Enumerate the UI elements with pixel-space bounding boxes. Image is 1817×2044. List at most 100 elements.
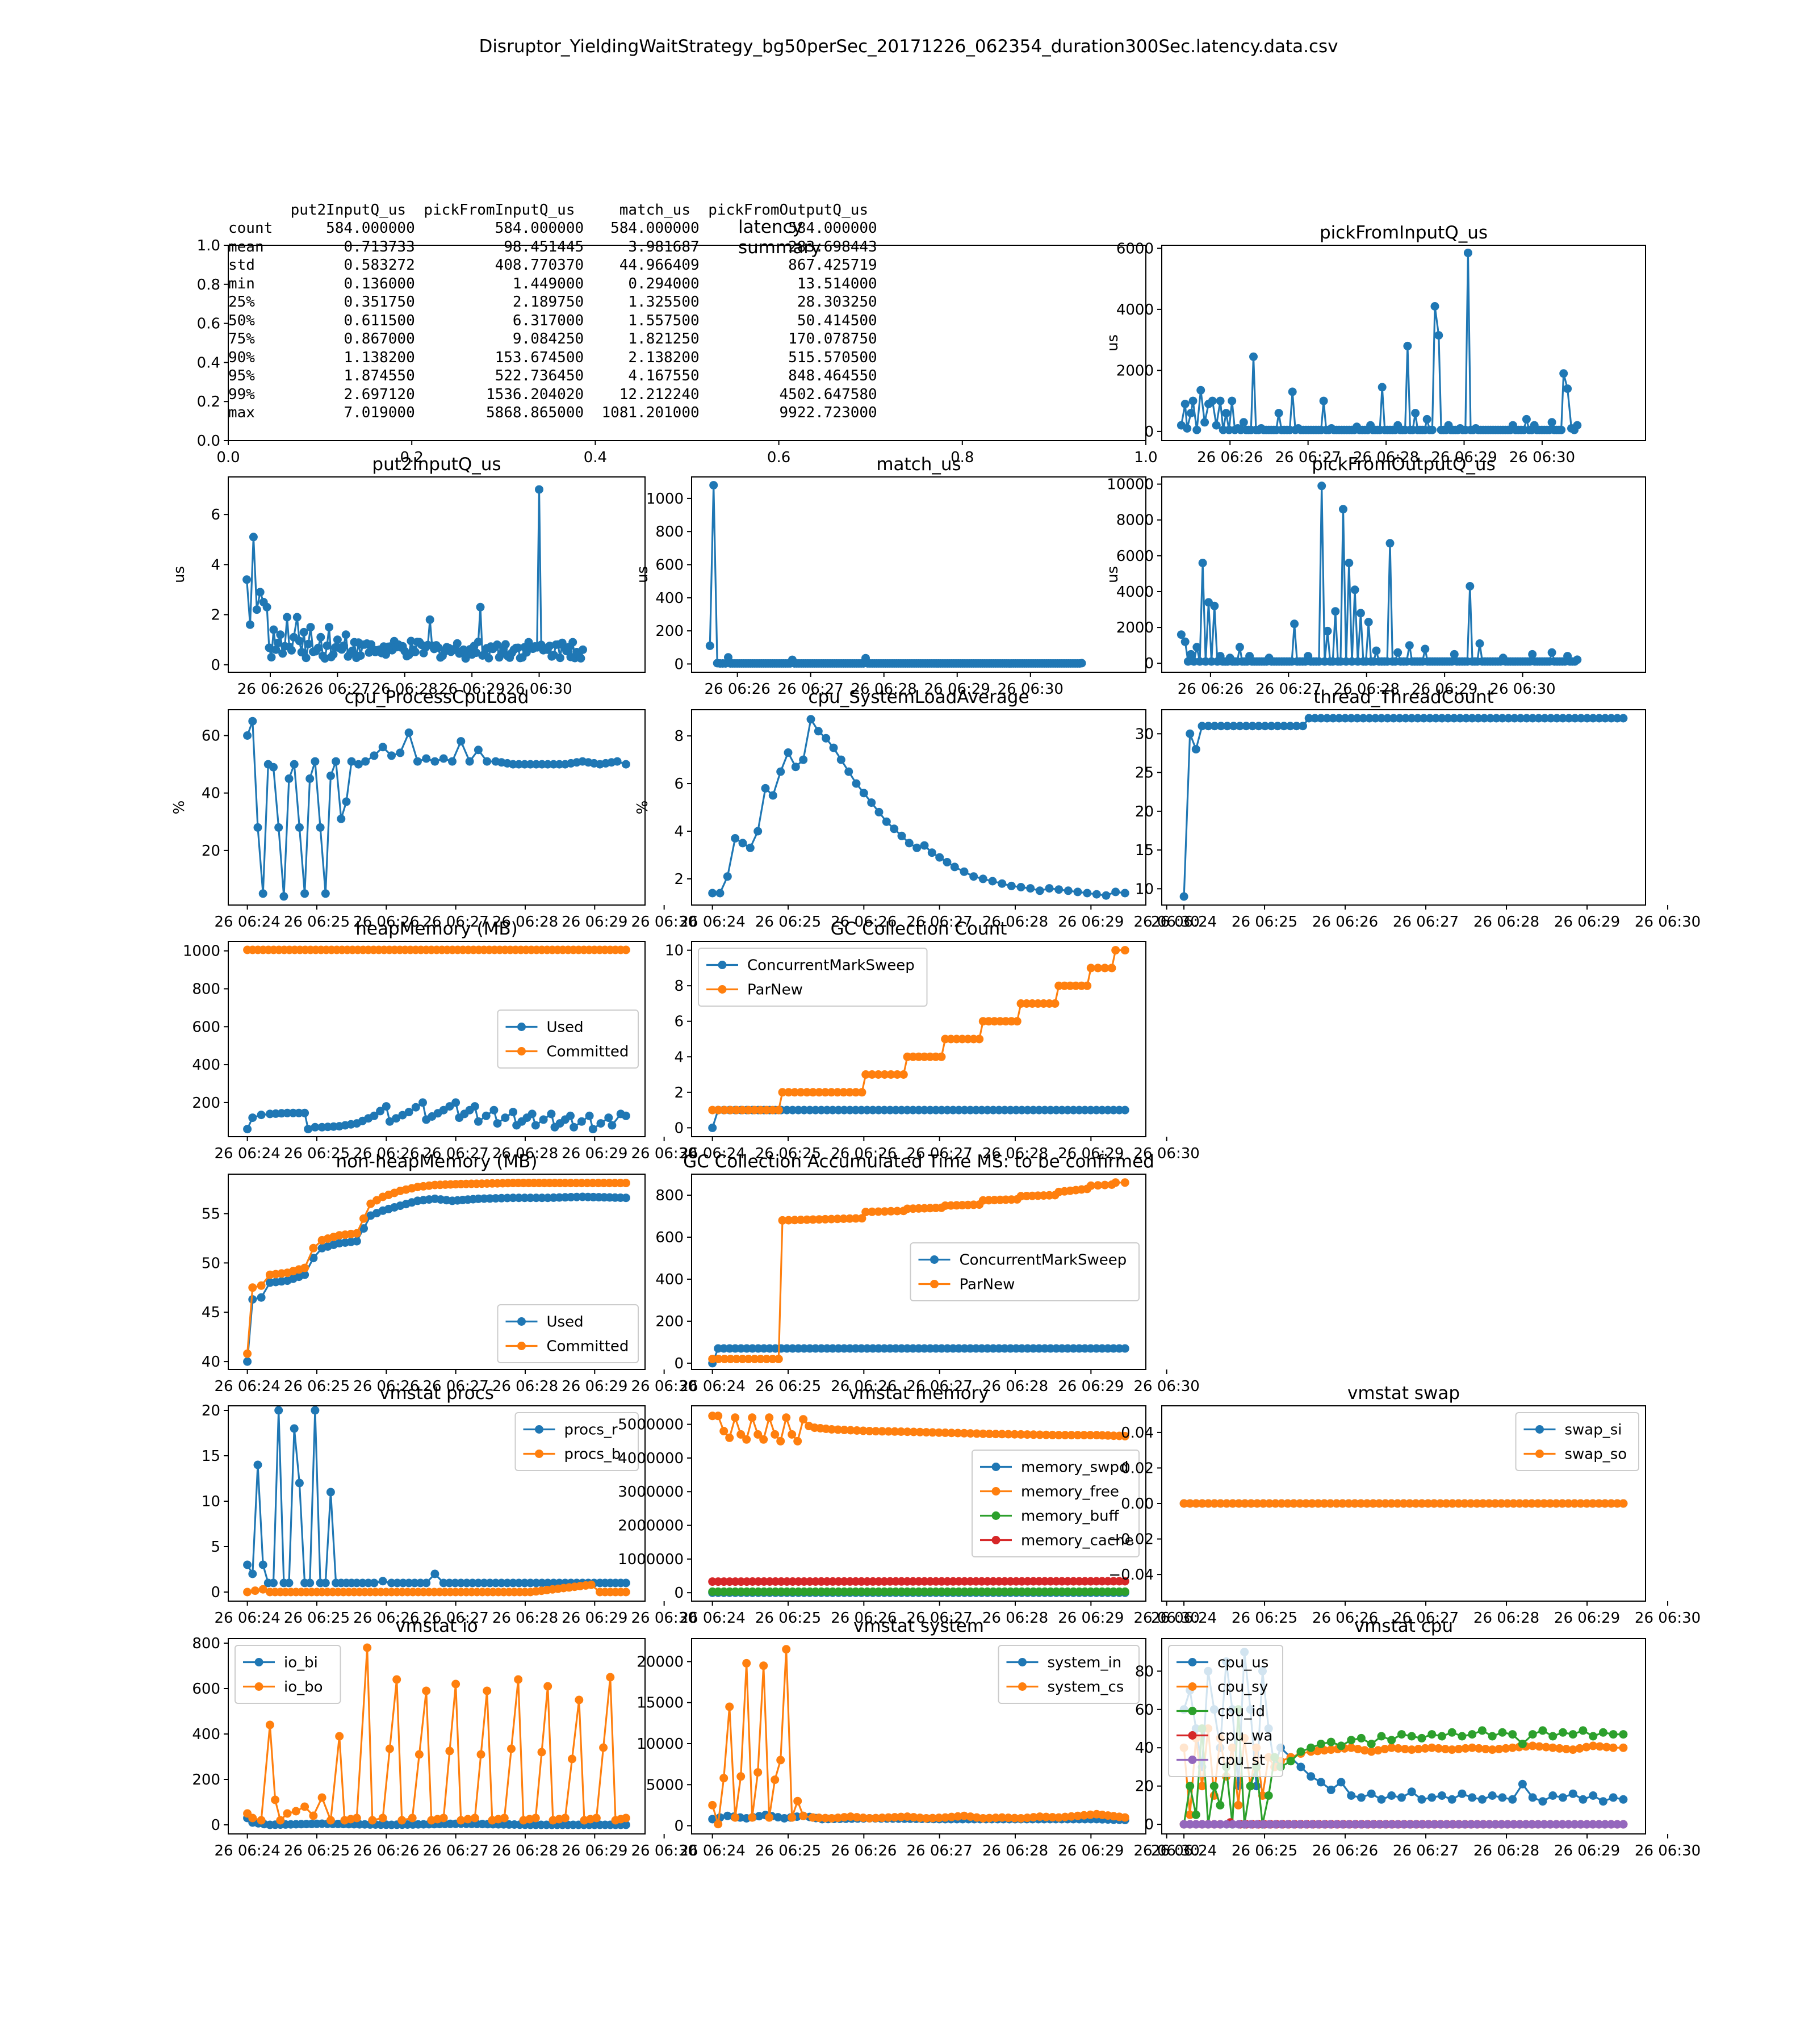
x-tick-label: 26 06:25 xyxy=(1232,914,1297,931)
data-point xyxy=(1613,714,1622,723)
chart-title: thread_ThreadCount xyxy=(1313,687,1494,707)
data-point xyxy=(1434,331,1443,340)
data-point xyxy=(300,1108,309,1117)
data-point xyxy=(577,1117,586,1126)
data-point xyxy=(851,1214,860,1223)
data-point xyxy=(295,1478,304,1488)
data-point xyxy=(527,1109,537,1119)
data-point xyxy=(815,1215,824,1224)
axes-frame xyxy=(228,709,646,906)
data-point xyxy=(761,784,770,793)
data-point xyxy=(1073,887,1082,897)
data-point xyxy=(587,1580,596,1589)
y-tick-label: 0 xyxy=(1144,655,1154,672)
x-tick-label: 26 06:26 xyxy=(1197,449,1263,466)
data-point xyxy=(1187,650,1195,659)
latency-summary-row: min 0.136000 1.449000 0.294000 13.514000 xyxy=(228,275,877,292)
data-point xyxy=(935,853,944,862)
data-point xyxy=(1466,582,1475,590)
plot-area xyxy=(242,485,587,663)
data-point xyxy=(411,647,420,656)
data-point xyxy=(1183,424,1192,433)
latency-summary-row: 75% 0.867000 9.084250 1.821250 170.07875… xyxy=(228,330,877,347)
data-point xyxy=(341,630,350,639)
plot-area xyxy=(708,1411,1129,1597)
x-tick-label: 26 06:24 xyxy=(680,914,746,931)
axes-frame xyxy=(1161,709,1646,906)
data-point xyxy=(493,640,501,649)
data-point xyxy=(300,889,309,898)
data-point xyxy=(326,1488,335,1497)
data-point xyxy=(316,823,325,832)
x-tick-label: 26 06:28 xyxy=(982,1145,1048,1162)
data-point xyxy=(347,757,356,766)
data-point xyxy=(1356,609,1365,618)
data-point xyxy=(596,1119,605,1128)
data-point xyxy=(725,1433,734,1442)
x-tick-label: 26 06:27 xyxy=(1393,914,1459,931)
y-tick-label: 20 xyxy=(202,1402,220,1419)
y-tick-label: 1.0 xyxy=(197,237,220,254)
data-point xyxy=(765,1413,774,1422)
x-tick-label: 26 06:28 xyxy=(1334,681,1400,698)
data-point xyxy=(608,1121,617,1130)
data-point xyxy=(750,1105,759,1115)
data-point xyxy=(501,640,510,649)
chart-heap: heapMemory (MB)26 06:24 26 06:25 26 06:26 2… xyxy=(183,919,697,1162)
y-tick-label: 20 xyxy=(202,843,220,860)
data-point xyxy=(732,1355,741,1363)
series-threadCount xyxy=(1179,714,1628,901)
data-point xyxy=(243,1125,252,1134)
data-point xyxy=(756,1355,765,1363)
x-tick-label: 26 06:24 xyxy=(1151,914,1217,931)
x-tick-label: 26 06:30 xyxy=(1134,1145,1200,1162)
x-tick-label: 26 06:30 xyxy=(1134,1378,1200,1395)
legend-marker xyxy=(517,1317,526,1326)
data-point xyxy=(579,645,587,654)
axes-frame xyxy=(228,1405,646,1602)
latency-summary-row: 90% 1.138200 153.674500 2.138200 515.570… xyxy=(228,349,877,366)
data-point xyxy=(806,715,815,724)
x-tick-label: 26 06:29 xyxy=(562,1378,627,1395)
y-tick-label: 15 xyxy=(1135,842,1154,859)
data-point xyxy=(321,1578,330,1588)
data-point xyxy=(1086,964,1095,973)
data-point xyxy=(621,1588,630,1597)
data-point xyxy=(827,1088,836,1097)
data-point xyxy=(278,649,287,658)
data-point xyxy=(1522,714,1531,723)
data-point xyxy=(407,636,416,646)
data-point xyxy=(588,1125,597,1134)
y-tick-label: 6 xyxy=(674,776,684,793)
legend: Used Committed xyxy=(497,1304,639,1363)
data-point xyxy=(844,767,853,776)
data-point xyxy=(621,1578,630,1588)
data-point xyxy=(337,814,346,823)
data-point xyxy=(762,1105,771,1115)
series-Committed xyxy=(243,945,630,954)
y-axis-label: % xyxy=(171,801,188,815)
data-point xyxy=(1267,722,1276,731)
data-point xyxy=(1100,964,1110,973)
data-point xyxy=(998,879,1007,888)
x-tick-label: 26 06:27 xyxy=(907,1145,973,1162)
y-tick-label: 2000 xyxy=(1116,362,1154,379)
data-point xyxy=(1026,884,1035,893)
data-point xyxy=(852,779,861,788)
data-point xyxy=(1383,714,1392,723)
legend-marker xyxy=(535,1450,543,1458)
data-point xyxy=(705,641,714,650)
data-point xyxy=(1534,714,1543,723)
data-point xyxy=(295,636,304,646)
plot-area xyxy=(1177,481,1582,666)
data-point xyxy=(874,1070,883,1079)
y-tick-label: 0 xyxy=(211,1584,220,1601)
data-point xyxy=(1235,643,1244,652)
legend-box xyxy=(910,1242,1140,1301)
x-tick-label: 26 06:24 xyxy=(215,1145,280,1162)
data-point xyxy=(943,858,952,866)
data-point xyxy=(262,602,271,611)
legend-box xyxy=(497,1304,639,1363)
x-tick-label: 26 06:30 xyxy=(631,1145,697,1162)
data-point xyxy=(1564,714,1573,723)
